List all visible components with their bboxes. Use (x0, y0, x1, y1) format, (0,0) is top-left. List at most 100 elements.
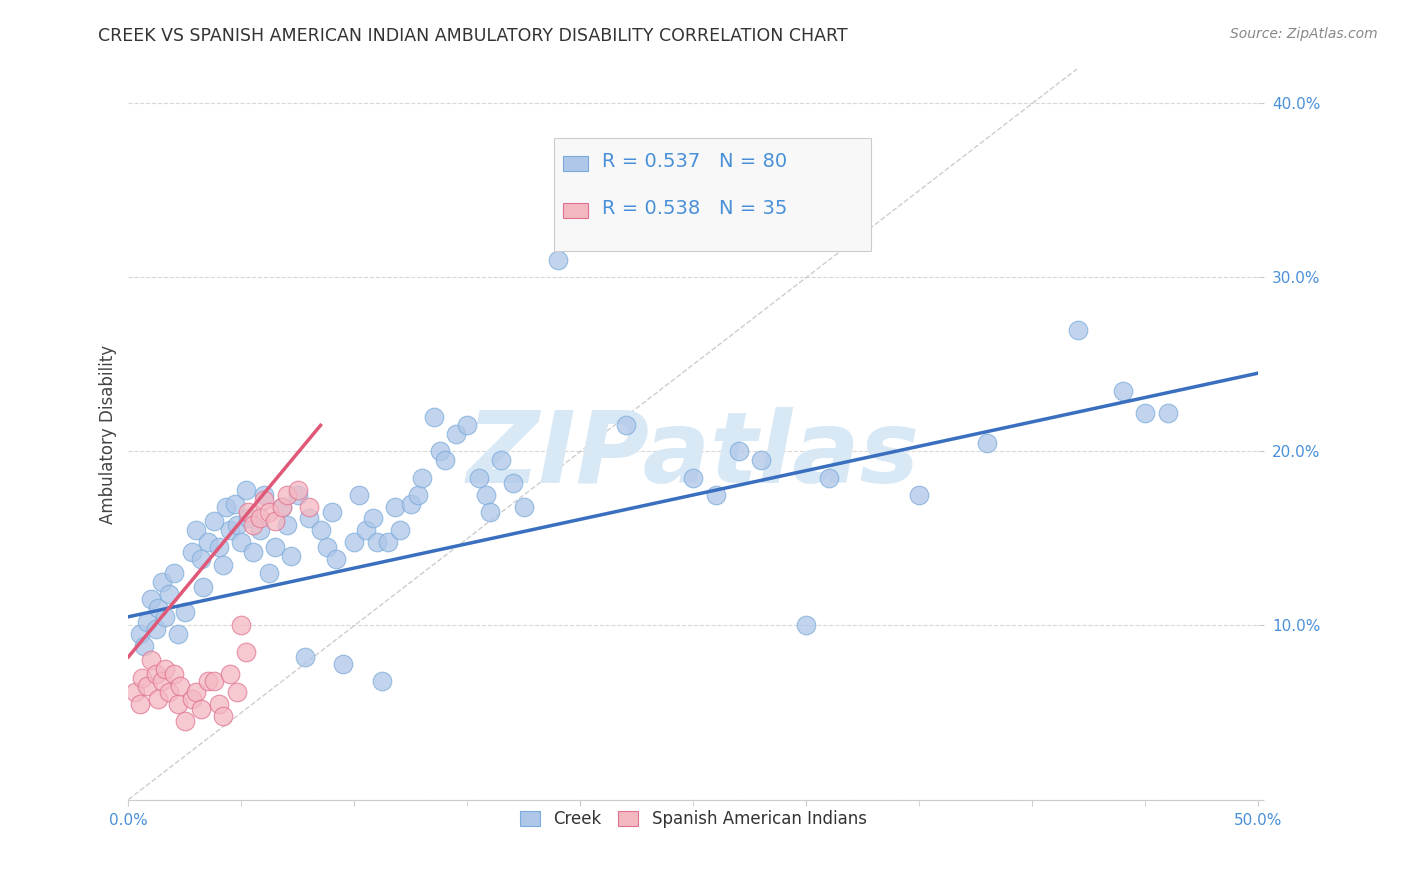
Point (135, 679, 157, 693)
Point (1135, 406, 1157, 420)
Point (212, 709, 235, 723)
Point (479, 505, 502, 519)
Point (271, 500, 294, 515)
Point (377, 535, 399, 549)
Point (197, 674, 219, 689)
Point (796, 618, 818, 632)
Point (271, 500, 294, 515)
Point (316, 540, 339, 554)
Point (238, 505, 260, 519)
Point (321, 505, 343, 519)
Point (354, 523, 377, 537)
Text: R = 0.538   N = 35: R = 0.538 N = 35 (602, 200, 787, 219)
Point (682, 470, 704, 484)
Point (727, 444, 749, 458)
Point (429, 444, 451, 458)
Point (294, 649, 316, 664)
Point (180, 545, 202, 559)
FancyBboxPatch shape (554, 138, 870, 252)
Point (309, 523, 332, 537)
Point (242, 545, 264, 559)
Point (238, 510, 260, 524)
Point (219, 523, 242, 537)
Text: CREEK VS SPANISH AMERICAN INDIAN AMBULATORY DISABILITY CORRELATION CHART: CREEK VS SPANISH AMERICAN INDIAN AMBULAT… (98, 27, 848, 45)
Point (908, 488, 931, 502)
Point (287, 483, 309, 497)
Point (253, 493, 276, 508)
Point (249, 510, 271, 524)
Point (226, 517, 249, 532)
Point (157, 684, 180, 698)
Point (242, 517, 264, 532)
Point (150, 674, 173, 689)
Point (139, 653, 162, 667)
Point (219, 667, 242, 681)
Point (976, 435, 998, 450)
Point (208, 540, 231, 554)
Point (174, 714, 197, 729)
Point (146, 691, 169, 706)
Point (298, 510, 321, 524)
Point (167, 697, 190, 711)
Point (325, 552, 347, 566)
Point (502, 475, 524, 490)
Point (276, 488, 298, 502)
Point (456, 418, 478, 433)
Point (1157, 406, 1180, 420)
Point (124, 684, 146, 698)
Point (145, 622, 167, 636)
Point (135, 615, 157, 629)
Point (366, 535, 388, 549)
Point (202, 674, 225, 689)
Point (257, 566, 280, 581)
Point (190, 552, 212, 566)
Point (422, 409, 444, 424)
Point (226, 684, 249, 698)
Point (298, 500, 321, 515)
Point (197, 535, 219, 549)
Point (818, 470, 841, 484)
Point (332, 657, 354, 671)
Y-axis label: Ambulatory Disability: Ambulatory Disability (100, 344, 117, 524)
Point (202, 514, 225, 528)
Point (253, 488, 276, 502)
Point (174, 605, 197, 619)
Point (547, 252, 569, 267)
Point (163, 667, 186, 681)
FancyBboxPatch shape (564, 203, 588, 219)
Point (749, 453, 772, 467)
Point (231, 618, 253, 632)
Text: R = 0.537   N = 80: R = 0.537 N = 80 (602, 152, 787, 171)
Point (128, 627, 150, 641)
Point (513, 500, 536, 515)
Text: Source: ZipAtlas.com: Source: ZipAtlas.com (1230, 27, 1378, 41)
Point (214, 500, 236, 515)
Point (167, 627, 190, 641)
Point (249, 523, 271, 537)
Point (131, 671, 153, 685)
Point (235, 644, 257, 658)
Point (212, 558, 235, 572)
Point (704, 488, 727, 502)
Point (287, 488, 309, 502)
FancyBboxPatch shape (564, 155, 588, 171)
Point (163, 566, 186, 581)
Point (433, 453, 456, 467)
Point (280, 549, 302, 563)
Point (150, 574, 173, 589)
Point (388, 523, 411, 537)
Point (169, 679, 191, 693)
Point (145, 667, 167, 681)
Point (191, 580, 214, 594)
Point (153, 609, 176, 624)
Point (276, 517, 298, 532)
Point (264, 514, 287, 528)
Point (146, 601, 169, 615)
Point (134, 640, 156, 654)
Point (399, 497, 422, 511)
Point (474, 488, 496, 502)
Point (231, 535, 253, 549)
Point (235, 483, 257, 497)
Point (157, 587, 180, 601)
Point (257, 505, 280, 519)
